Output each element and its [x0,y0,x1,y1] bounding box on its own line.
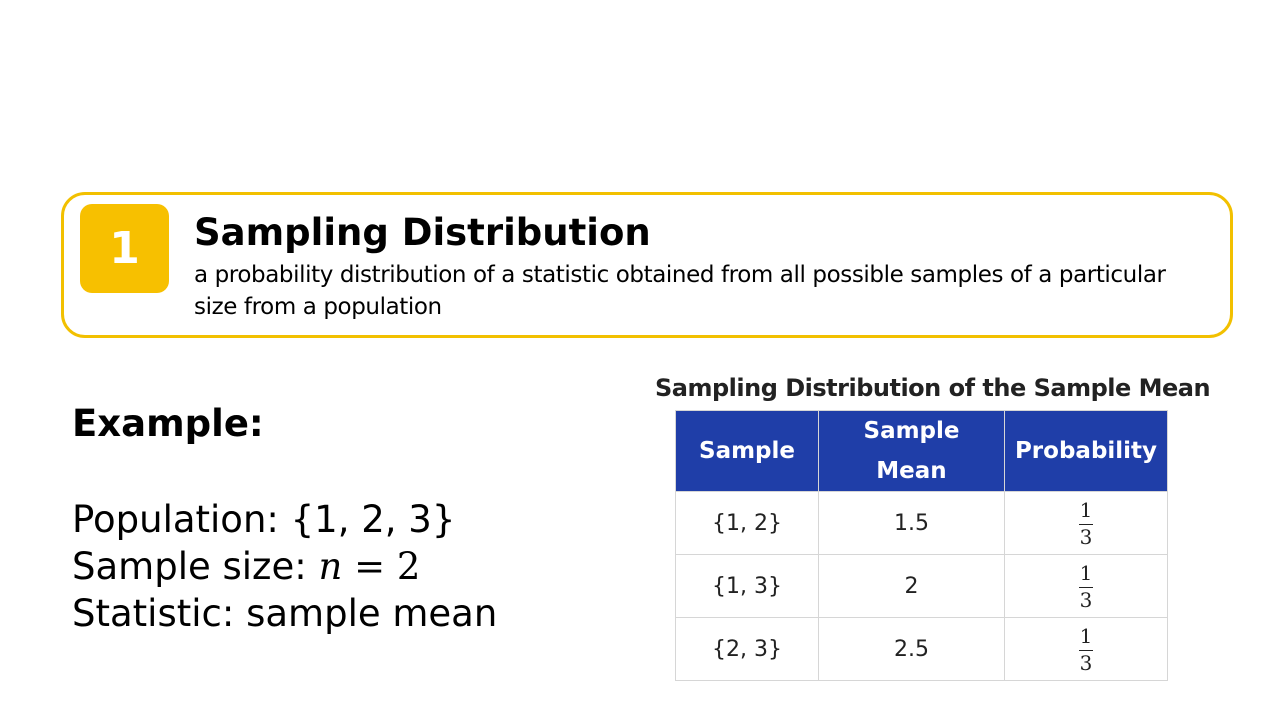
header-sample: Sample [675,410,819,492]
sampling-distribution-table: Sample Sample Mean Probability {1, 2} 1.… [675,410,1168,681]
example-lines: Population: {1, 2, 3} Sample size: n = 2… [72,496,497,637]
fraction-bar [1079,587,1093,588]
probability-fraction: 1 3 [1079,499,1093,548]
fraction-bar [1079,650,1093,651]
cell-probability: 1 3 [1004,554,1168,618]
fraction-numerator: 1 [1079,624,1093,648]
table-title: Sampling Distribution of the Sample Mean [655,374,1211,402]
cell-mean: 2.5 [818,617,1005,681]
example-block: Example: Population: {1, 2, 3} Sample si… [72,400,497,637]
definition-text: a probability distribution of a statisti… [194,262,1166,320]
fraction-denominator: 3 [1079,525,1093,549]
example-heading: Example: [72,402,264,445]
fraction-bar [1079,524,1093,525]
definition-title: Sampling Distribution [194,211,651,254]
cell-probability: 1 3 [1004,617,1168,681]
cell-sample: {1, 2} [675,491,819,555]
header-sample-mean-line1: Sample [863,418,960,444]
definition-box: 1 Sampling Distribution a probability di… [61,192,1233,338]
sample-size-equation: = 2 [342,545,421,588]
table-row: {2, 3} 2.5 1 3 [675,617,1168,681]
sample-size-line: Sample size: n = 2 [72,543,497,590]
cell-mean: 1.5 [818,491,1005,555]
population-label: Population: [72,498,291,541]
cell-sample: {1, 3} [675,554,819,618]
sample-size-math: n = 2 [318,545,420,588]
fraction-denominator: 3 [1079,588,1093,612]
fraction-numerator: 1 [1079,561,1093,585]
cell-sample: {2, 3} [675,617,819,681]
sample-size-label: Sample size: [72,545,319,588]
cell-probability: 1 3 [1004,491,1168,555]
statistic-label: Statistic: [72,592,247,635]
cell-mean: 2 [818,554,1005,618]
table-header-row: Sample Sample Mean Probability [675,410,1168,492]
header-probability: Probability [1004,410,1168,492]
header-sample-mean-line2: Mean [876,458,947,484]
population-value: {1, 2, 3} [290,498,456,541]
probability-fraction: 1 3 [1079,562,1093,611]
header-sample-mean: Sample Mean [818,410,1005,492]
fraction-denominator: 3 [1079,651,1093,675]
statistic-line: Statistic: sample mean [72,590,497,637]
population-line: Population: {1, 2, 3} [72,496,497,543]
table-row: {1, 2} 1.5 1 3 [675,491,1168,555]
statistic-value: sample mean [246,592,498,635]
number-badge: 1 [80,204,169,293]
probability-fraction: 1 3 [1079,625,1093,674]
sample-size-variable: n [318,545,343,588]
table-row: {1, 3} 2 1 3 [675,554,1168,618]
fraction-numerator: 1 [1079,498,1093,522]
